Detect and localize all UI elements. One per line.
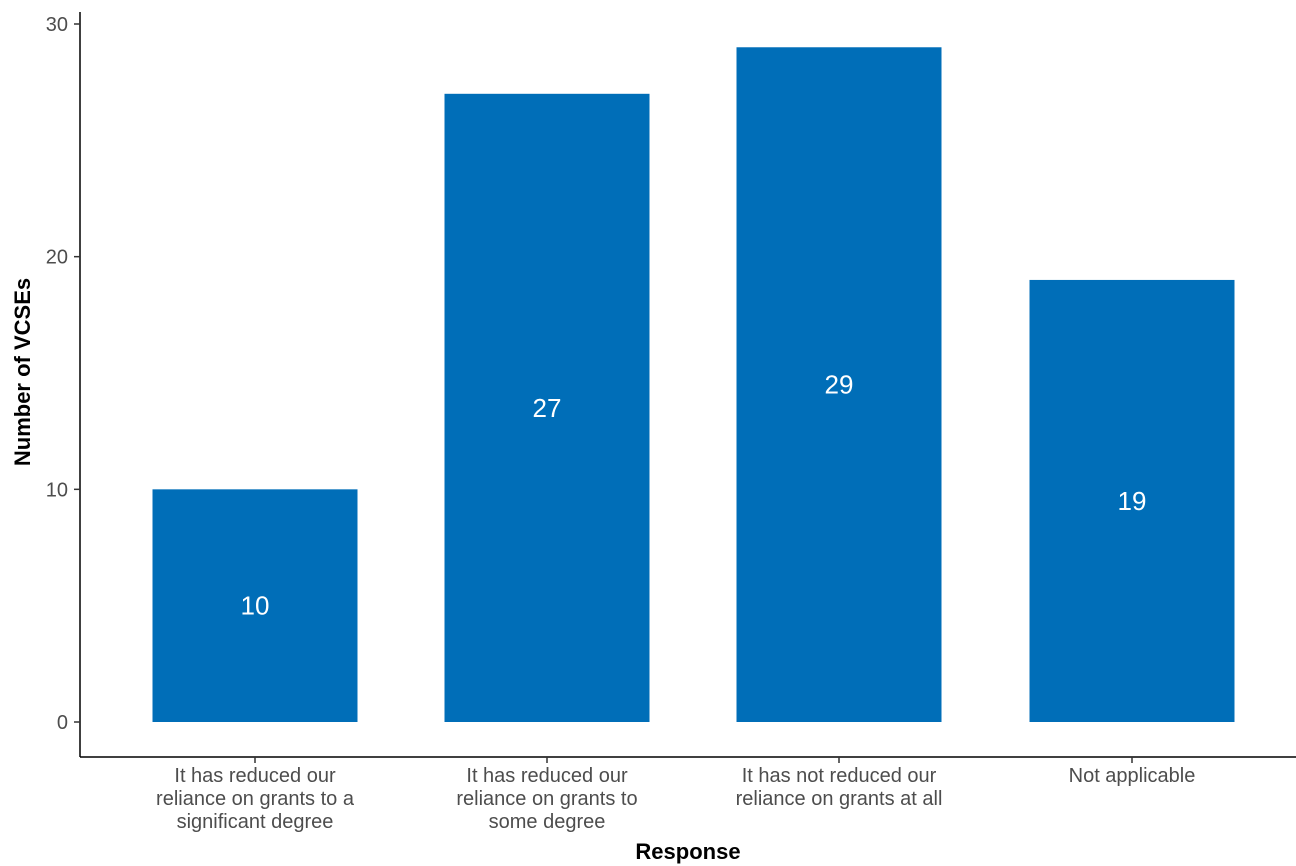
x-tick-label: It has reduced our reliance on grants to s…	[456, 765, 637, 833]
x-tick-label: Not applicable	[1069, 765, 1196, 787]
x-tick-label: It has not reduced our reliance on grants…	[736, 765, 943, 810]
bar	[736, 47, 942, 723]
bar-value-label: 10	[241, 591, 270, 621]
bar-value-label: 29	[825, 370, 854, 400]
y-tick-label: 0	[57, 712, 68, 734]
x-tick-label: It has reduced our reliance on grants to …	[156, 765, 355, 833]
y-axis-title: Number of VCSEs	[10, 278, 35, 466]
y-tick-label: 10	[46, 479, 68, 501]
bar-value-label: 27	[533, 393, 562, 423]
data-labels-group: 10 27 29 19	[241, 370, 1147, 621]
y-axis-ticks: 0 10 20 30	[46, 14, 80, 734]
bar	[1029, 279, 1235, 722]
bar	[444, 93, 650, 723]
bar-value-label: 19	[1118, 486, 1147, 516]
y-tick-label: 20	[46, 247, 68, 269]
x-axis-title: Response	[635, 839, 740, 864]
bars-group	[152, 47, 1235, 723]
bar	[152, 489, 358, 722]
x-axis-ticks: It has reduced our reliance on grants to …	[156, 757, 1195, 833]
y-tick-label: 30	[46, 14, 68, 36]
